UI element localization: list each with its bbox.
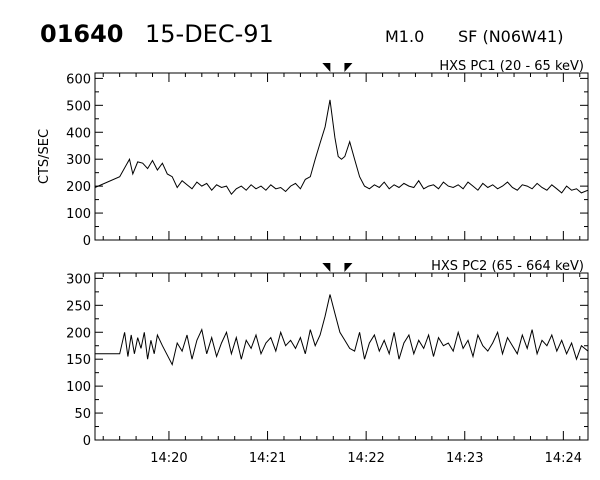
y-tick-label: 300 [66,153,91,168]
x-tick-label: 14:22 [347,451,384,466]
panel-title: HXS PC2 (65 - 664 keV) [431,259,584,274]
y-tick-label: 600 [66,72,91,87]
y-axis-label: CTS/SEC [37,129,52,184]
plot-frame [94,72,589,241]
y-tick-label: 100 [66,380,91,395]
event-id: 01640 [40,20,124,48]
series-line [94,99,589,196]
y-tick-label: 200 [66,180,91,195]
x-tick-label: 14:20 [150,451,187,466]
y-tick-label: 300 [66,272,91,287]
y-tick-label: 400 [66,126,91,141]
x-tick-label: 14:24 [545,451,582,466]
flare-class: M1.0 [385,27,424,46]
y-tick-label: 250 [66,299,91,314]
marker-triangle [344,263,353,272]
y-tick-label: 500 [66,99,91,114]
marker-triangle [322,263,331,272]
series-line [95,294,589,367]
marker-triangle [344,63,353,72]
x-tick-label: 14:23 [446,451,483,466]
marker-triangle [322,63,331,72]
y-tick-label: 200 [66,326,91,341]
panel-pc2: 0 50 100 150 200 250 300 14:20 14:21 14:22 14:23 14… [66,259,589,466]
plot-frame [94,272,589,441]
x-tick-label: 14:21 [249,451,286,466]
y-tick-label: 100 [66,207,91,222]
y-tick-label: 0 [83,434,91,449]
flare-region: SF (N06W41) [458,27,563,46]
y-tick-label: 0 [83,234,91,249]
event-date: 15-DEC-91 [145,20,274,48]
y-tick-label: 50 [74,407,91,422]
panel-pc1: 0 100 200 300 400 500 600 HXS PC1 (20 - 65 keV)… [37,59,589,249]
y-tick-label: 150 [66,353,91,368]
panel-title: HXS PC1 (20 - 65 keV) [439,59,584,74]
